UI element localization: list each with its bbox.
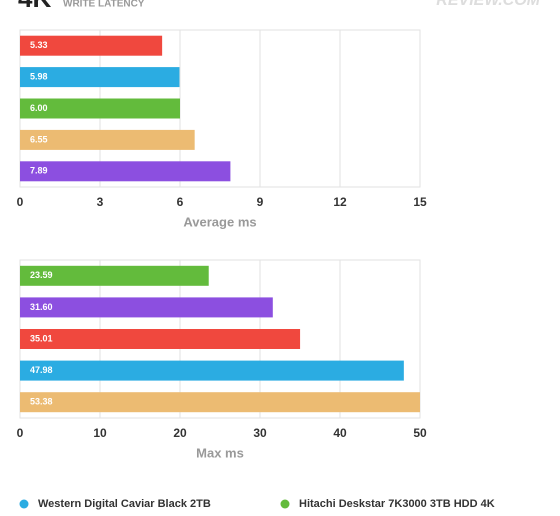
- value-label: 5.98: [30, 71, 48, 81]
- value-label: 35.01: [30, 333, 53, 343]
- bar: [20, 129, 195, 150]
- bar: [20, 98, 180, 119]
- x-tick-label: 20: [173, 426, 187, 440]
- x-tick-label: 10: [93, 426, 107, 440]
- bar: [20, 360, 404, 381]
- bar: [20, 67, 180, 88]
- bar: [20, 297, 273, 318]
- bar: [20, 265, 209, 286]
- value-label: 5.33: [30, 40, 48, 50]
- x-tick-label: 6: [177, 195, 184, 209]
- x-axis-label: Average ms: [183, 214, 256, 229]
- bar: [20, 392, 420, 413]
- value-label: 6.55: [30, 134, 48, 144]
- x-tick-label: 30: [253, 426, 267, 440]
- x-tick-label: 50: [413, 426, 427, 440]
- legend-marker: [280, 499, 290, 509]
- subtitle: WRITE LATENCY: [63, 0, 145, 10]
- x-tick-label: 12: [333, 195, 347, 209]
- title: 4K: [18, 0, 51, 13]
- legend-label: Hitachi Deskstar 7K3000 3TB HDD 4K: [299, 498, 495, 510]
- bar: [20, 329, 301, 349]
- bar: [20, 161, 231, 182]
- bar: [20, 35, 163, 56]
- legend-label: Western Digital Caviar Black 2TB: [38, 498, 211, 510]
- value-label: 6.00: [30, 103, 48, 113]
- legend-marker: [19, 499, 29, 509]
- x-tick-label: 0: [17, 426, 24, 440]
- value-label: 23.59: [30, 270, 53, 280]
- x-axis-label: Max ms: [196, 445, 244, 460]
- x-tick-label: 0: [17, 195, 24, 209]
- value-label: 53.38: [30, 397, 53, 407]
- value-label: 31.60: [30, 302, 53, 312]
- value-label: 47.98: [30, 365, 53, 375]
- value-label: 7.89: [30, 166, 48, 176]
- x-tick-label: 15: [413, 195, 427, 209]
- x-tick-label: 40: [333, 426, 347, 440]
- logo: REVIEW.COM: [436, 0, 540, 9]
- x-tick-label: 9: [257, 195, 264, 209]
- x-tick-label: 3: [97, 195, 104, 209]
